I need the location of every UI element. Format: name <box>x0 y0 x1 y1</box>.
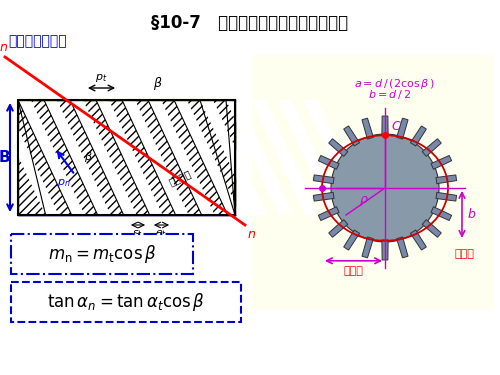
Polygon shape <box>122 100 188 215</box>
Polygon shape <box>382 240 388 260</box>
Polygon shape <box>362 118 374 139</box>
Text: $\tan\alpha_{n} = \tan\alpha_{t}\cos\beta$: $\tan\alpha_{n} = \tan\alpha_{t}\cos\bet… <box>47 291 205 313</box>
Polygon shape <box>96 100 162 215</box>
Text: n: n <box>248 228 256 241</box>
Text: $C$: $C$ <box>391 120 402 133</box>
Polygon shape <box>70 100 136 215</box>
Polygon shape <box>252 55 494 310</box>
Polygon shape <box>15 97 238 218</box>
Text: $a = d\,/\,(2\cos\beta\,)$: $a = d\,/\,(2\cos\beta\,)$ <box>354 77 436 91</box>
Polygon shape <box>174 100 240 215</box>
Text: n: n <box>0 41 7 54</box>
FancyBboxPatch shape <box>11 234 193 274</box>
Polygon shape <box>18 100 235 215</box>
Polygon shape <box>396 237 408 258</box>
Polygon shape <box>396 118 408 139</box>
Text: $p_n$: $p_n$ <box>56 177 70 189</box>
Text: $p_t$: $p_t$ <box>96 72 108 84</box>
Polygon shape <box>344 230 359 250</box>
Text: 短半轴: 短半轴 <box>454 249 474 259</box>
Text: $\beta$: $\beta$ <box>153 75 163 92</box>
Polygon shape <box>431 156 452 169</box>
Polygon shape <box>422 139 442 156</box>
Text: $b$: $b$ <box>467 207 476 221</box>
Polygon shape <box>382 116 388 136</box>
Text: $m_{\mathrm{n}} = m_{\mathrm{t}}\cos\beta$: $m_{\mathrm{n}} = m_{\mathrm{t}}\cos\bet… <box>48 243 156 265</box>
Polygon shape <box>436 192 456 201</box>
Polygon shape <box>318 156 339 169</box>
Polygon shape <box>314 192 334 201</box>
Polygon shape <box>431 207 452 220</box>
Polygon shape <box>422 220 442 237</box>
Polygon shape <box>252 100 318 215</box>
Polygon shape <box>148 100 214 215</box>
Polygon shape <box>410 126 426 146</box>
Text: $\rho$: $\rho$ <box>359 194 369 208</box>
Polygon shape <box>200 100 266 215</box>
Text: 齿力方向: 齿力方向 <box>167 168 193 188</box>
Text: 长半轴: 长半轴 <box>344 266 364 276</box>
Text: $s_t$: $s_t$ <box>132 228 143 240</box>
Polygon shape <box>362 237 374 258</box>
FancyBboxPatch shape <box>11 282 241 322</box>
Polygon shape <box>436 175 456 184</box>
Text: $e_t$: $e_t$ <box>156 228 168 240</box>
Polygon shape <box>44 100 110 215</box>
Polygon shape <box>318 207 339 220</box>
Polygon shape <box>344 126 359 146</box>
Polygon shape <box>226 100 292 215</box>
Text: $b = d\,/\,2$: $b = d\,/\,2$ <box>368 88 412 101</box>
Polygon shape <box>278 100 344 215</box>
Polygon shape <box>0 100 58 215</box>
Polygon shape <box>314 175 334 184</box>
Text: $\beta$: $\beta$ <box>84 150 92 164</box>
Polygon shape <box>304 100 370 215</box>
Polygon shape <box>328 220 348 237</box>
Polygon shape <box>410 230 426 250</box>
Circle shape <box>331 134 439 242</box>
Text: 斜齿轮基本参数: 斜齿轮基本参数 <box>8 34 66 48</box>
Polygon shape <box>18 100 84 215</box>
Polygon shape <box>328 139 348 156</box>
Text: B: B <box>0 150 10 165</box>
Text: §10-7   斜齿圆柱齿轮传动的强度计算: §10-7 斜齿圆柱齿轮传动的强度计算 <box>152 14 348 32</box>
